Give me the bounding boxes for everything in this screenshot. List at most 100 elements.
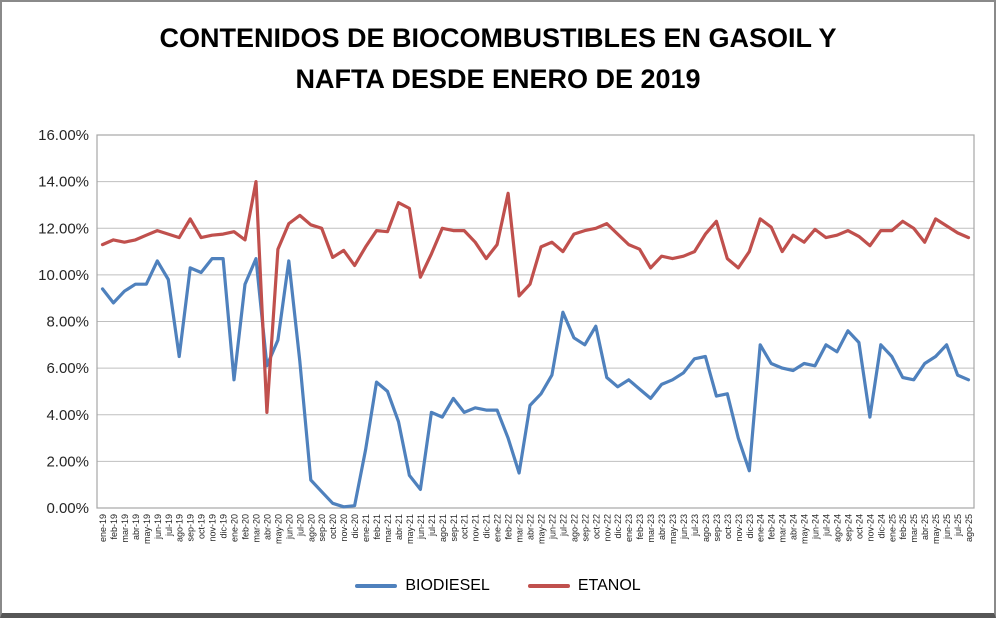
x-axis-tick-label: may-23: [668, 514, 678, 544]
x-axis-tick-label: feb-22: [504, 514, 514, 540]
chart-title-line1: CONTENIDOS DE BIOCOMBUSTIBLES EN GASOIL …: [159, 23, 837, 53]
x-axis-tick-label: mar-20: [251, 514, 261, 543]
x-axis-tick-label: may-22: [536, 514, 546, 544]
etanol-line-swatch: [527, 584, 570, 588]
x-axis-tick-label: jul-21: [427, 514, 437, 537]
x-axis-tick-label: may-25: [931, 514, 941, 544]
x-axis-tick-label: jul-23: [690, 514, 700, 537]
x-axis-tick-label: mar-19: [120, 514, 130, 543]
y-axis-tick-label: 16.00%: [38, 127, 89, 144]
x-axis-tick-label: abr-23: [657, 514, 667, 540]
x-axis-tick-label: mar-21: [383, 514, 393, 543]
x-axis-tick-label: nov-22: [602, 514, 612, 542]
etanol-line: [100, 180, 971, 414]
x-axis-tick-label: dic-19: [219, 514, 229, 539]
chart-legend: BIODIESEL ETANOL: [2, 577, 994, 595]
x-axis-tick-label: sep-23: [712, 514, 722, 542]
x-axis-tick-label: feb-24: [767, 514, 777, 540]
x-axis-tick-label: jun-23: [679, 514, 689, 540]
x-axis-tick-label: ene-23: [624, 514, 634, 542]
x-axis-tick-label: ene-22: [493, 514, 503, 542]
x-axis-tick-label: abr-25: [920, 514, 930, 540]
x-axis-tick-label: jun-21: [416, 514, 426, 540]
x-axis-tick-label: dic-22: [613, 514, 623, 539]
x-axis-tick-label: jun-22: [547, 514, 557, 540]
x-axis-tick-label: feb-21: [372, 514, 382, 540]
y-axis-tick-label: 8.00%: [46, 314, 89, 331]
x-axis-tick-label: jul-20: [295, 514, 305, 537]
x-axis-tick-label: sep-19: [186, 514, 196, 542]
x-axis-tick-label: mar-25: [909, 514, 919, 543]
x-axis-tick-label: mar-24: [778, 514, 788, 543]
x-axis-tick-label: ago-22: [569, 514, 579, 542]
x-axis-tick-label: abr-20: [262, 514, 272, 540]
x-axis-tick-label: oct-23: [723, 514, 733, 539]
x-axis-tick-label: jul-25: [953, 514, 963, 537]
y-axis-tick-label: 4.00%: [46, 407, 89, 424]
x-axis-tick-label: feb-19: [109, 514, 119, 540]
x-axis-tick-label: jun-24: [811, 514, 821, 540]
x-axis-tick-label: feb-20: [240, 514, 250, 540]
y-axis-tick-label: 12.00%: [38, 220, 89, 237]
chart-title-line2: NAFTA DESDE ENERO DE 2019: [295, 64, 701, 94]
x-axis-tick-label: ene-19: [98, 514, 108, 542]
x-axis-tick-label: sep-22: [580, 514, 590, 542]
x-axis-tick-label: ago-24: [832, 514, 842, 542]
x-axis-tick-label: dic-21: [482, 514, 492, 539]
legend-label-biodiesel: BIODIESEL: [405, 577, 490, 594]
x-axis-tick-label: nov-19: [208, 514, 218, 542]
x-axis-tick-label: jun-19: [153, 514, 163, 540]
x-axis-tick-label: ene-20: [230, 514, 240, 542]
x-axis-tick-label: jul-22: [558, 514, 568, 537]
biodiesel-line-swatch: [355, 584, 398, 588]
x-axis-tick-label: oct-19: [197, 514, 207, 539]
x-axis-tick-label: jun-25: [942, 514, 952, 540]
x-axis-tick-label: sep-20: [317, 514, 327, 542]
x-axis-tick-label: ene-24: [756, 514, 766, 542]
x-axis-tick-label: dic-24: [876, 514, 886, 539]
x-axis-tick-label: jun-20: [284, 514, 294, 540]
legend-label-etanol: ETANOL: [577, 577, 641, 594]
y-axis-tick-label: 6.00%: [46, 360, 89, 377]
x-axis-tick-label: nov-21: [471, 514, 481, 542]
x-axis-tick-label: oct-20: [328, 514, 338, 539]
x-axis-tick-label: may-21: [405, 514, 415, 544]
x-axis-tick-label: mar-22: [515, 514, 525, 543]
x-axis-tick-label: ago-19: [175, 514, 185, 542]
x-axis-tick-label: may-24: [800, 514, 810, 544]
x-axis-tick-label: nov-24: [865, 514, 875, 542]
x-axis-tick-label: oct-24: [854, 514, 864, 539]
y-axis-tick-label: 2.00%: [46, 453, 89, 470]
x-axis-tick-label: feb-23: [635, 514, 645, 540]
x-axis-tick-label: abr-22: [526, 514, 536, 540]
biodiesel-line: [100, 257, 971, 509]
x-axis-tick-label: abr-24: [789, 514, 799, 540]
x-axis-tick-label: abr-19: [131, 514, 141, 540]
x-axis-tick-label: may-20: [273, 514, 283, 544]
x-axis-tick-label: oct-22: [591, 514, 601, 539]
x-axis-tick-label: dic-23: [745, 514, 755, 539]
chart-title: CONTENIDOS DE BIOCOMBUSTIBLES EN GASOIL …: [2, 18, 994, 100]
x-axis-tick-label: may-19: [142, 514, 152, 544]
x-axis-tick-label: ago-20: [306, 514, 316, 542]
x-axis-tick-label: ene-25: [887, 514, 897, 542]
x-axis-tick-label: ago-25: [964, 514, 974, 542]
legend-item-etanol: ETANOL: [527, 577, 641, 595]
y-axis-tick-label: 14.00%: [38, 174, 89, 191]
x-axis-tick-label: oct-21: [460, 514, 470, 539]
x-axis-tick-label: sep-24: [843, 514, 853, 542]
x-axis-tick-label: sep-21: [449, 514, 459, 542]
x-axis-tick-label: ene-21: [361, 514, 371, 542]
legend-item-biodiesel: BIODIESEL: [355, 577, 490, 595]
x-axis-tick-label: jul-19: [164, 514, 174, 537]
x-axis-tick-label: ago-23: [701, 514, 711, 542]
y-axis-tick-label: 10.00%: [38, 267, 89, 284]
x-axis-tick-label: dic-20: [350, 514, 360, 539]
plot-border: [96, 134, 975, 509]
x-axis-tick-label: nov-23: [734, 514, 744, 542]
x-axis-tick-label: nov-20: [339, 514, 349, 542]
x-axis-tick-label: mar-23: [646, 514, 656, 543]
x-axis-tick-label: abr-21: [394, 514, 404, 540]
x-axis-tick-label: ago-21: [438, 514, 448, 542]
